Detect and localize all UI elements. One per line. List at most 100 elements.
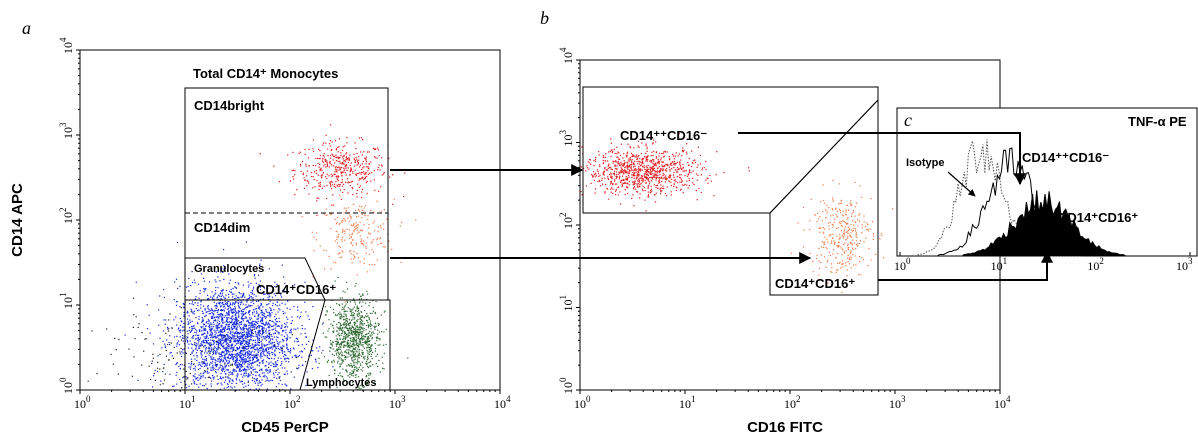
panel-a-point (210, 385, 212, 387)
panel-a-point (205, 342, 207, 344)
panel-a-point (227, 321, 229, 323)
panel-a-point (371, 264, 373, 266)
panel-a-point (219, 293, 221, 295)
panel-a-point (388, 240, 390, 242)
panel-a-point (217, 378, 219, 381)
panel-a-point (219, 343, 221, 345)
panel-a-point (241, 353, 243, 355)
panel-a-point (281, 302, 283, 304)
panel-b-point (639, 186, 641, 188)
panel-a-point (231, 333, 233, 336)
panel-a-point (337, 151, 339, 153)
panel-a-point (380, 186, 382, 188)
panel-a-point (257, 291, 259, 293)
panel-a-point (329, 350, 331, 352)
panel-a-point (330, 124, 332, 126)
panel-a-point (356, 313, 358, 315)
panel-a-point (367, 355, 369, 357)
panel-b-point (669, 159, 671, 161)
panel-a-point (196, 349, 198, 351)
panel-a-point (365, 374, 368, 377)
panel-a-point (369, 361, 371, 363)
panel-a-point (221, 298, 223, 300)
panel-a-point (231, 371, 234, 373)
panel-a-point (266, 368, 268, 370)
panel-b-point (660, 168, 662, 170)
panel-b-point (705, 168, 707, 171)
panel-a-point (350, 327, 352, 330)
panel-a-point (257, 344, 259, 346)
panel-a-point (383, 171, 385, 174)
panel-a-point (212, 377, 214, 379)
panel-a-point (332, 159, 334, 161)
panel-a-point (347, 167, 349, 169)
panel-b-point (589, 162, 591, 164)
panel-a-point (222, 352, 224, 354)
panel-b-point (700, 191, 702, 194)
panel-a-point (348, 383, 350, 385)
panel-a-point (367, 170, 369, 172)
panel-a-point (181, 355, 183, 357)
panel-a-point (172, 357, 174, 359)
panel-a-point (349, 327, 351, 329)
panel-a-point (276, 377, 278, 379)
panel-a-point (203, 277, 205, 279)
panel-a-point (169, 373, 171, 375)
panel-a-point (347, 351, 349, 353)
panel-a-point (213, 367, 215, 369)
panel-a-point (364, 172, 366, 174)
panel-a-point (244, 354, 246, 356)
panel-a-population-0 (259, 124, 406, 217)
panel-a-point (223, 339, 225, 341)
panel-a-point (267, 326, 269, 329)
panel-a-point (341, 238, 343, 241)
panel-a-point (226, 312, 228, 314)
panel-a-point (296, 189, 298, 191)
panel-b-point (653, 150, 655, 152)
panel-a-point (176, 335, 178, 337)
panel-a-point (215, 336, 217, 338)
panel-b-point (635, 178, 637, 180)
panel-a-point (268, 337, 270, 340)
panel-b-point (662, 156, 664, 158)
panel-a-point (359, 211, 361, 213)
panel-b-point (611, 176, 613, 178)
panel-a-point (322, 142, 324, 144)
panel-a-point (234, 302, 237, 304)
panel-b-point (612, 160, 614, 163)
panel-a-point (249, 374, 251, 376)
panel-b-point (644, 176, 646, 179)
panel-a-point (228, 312, 230, 314)
panel-a-point (330, 185, 332, 187)
panel-a-point (344, 301, 346, 303)
panel-a-point (351, 357, 353, 359)
panel-a-point (251, 330, 253, 332)
panel-a-point (291, 169, 293, 172)
panel-b-point (679, 163, 681, 165)
panel-a-point (242, 383, 244, 385)
panel-a-point (347, 324, 349, 326)
panel-a-point (231, 323, 234, 326)
panel-a-point (228, 324, 230, 326)
panel-a-point (366, 336, 369, 338)
panel-a-point (282, 313, 284, 315)
panel-a-point (367, 293, 369, 295)
panel-a-point (211, 380, 213, 382)
panel-a-point (274, 344, 276, 346)
panel-b-point (637, 156, 639, 158)
panel-a-point (326, 310, 328, 312)
panel-b-point (652, 165, 654, 167)
panel-a-point (318, 357, 320, 359)
panel-a-point (345, 157, 347, 159)
panel-a-point (251, 343, 253, 345)
panel-a-point (218, 353, 220, 355)
panel-a-point (249, 362, 251, 364)
panel-a-point (343, 324, 345, 326)
panel-a-point (347, 333, 349, 335)
panel-a-point (370, 325, 372, 328)
panel-a-point (211, 336, 213, 338)
panel-a-point (250, 347, 252, 350)
panel-a-point (220, 295, 222, 297)
panel-b-point (639, 197, 641, 199)
panel-a-point (218, 324, 220, 326)
